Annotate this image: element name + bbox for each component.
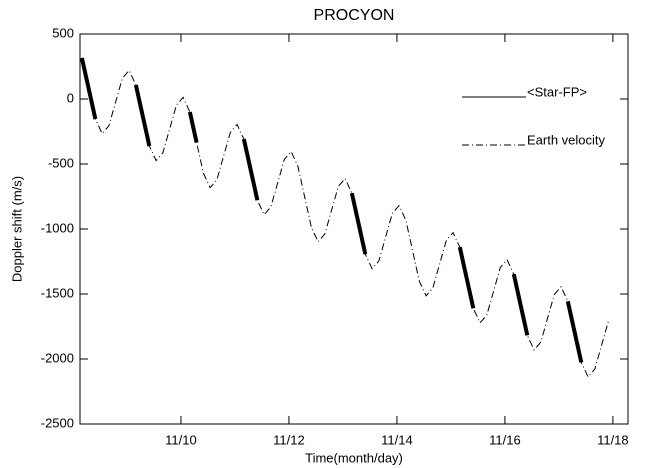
y-tick-label: 0 — [67, 90, 74, 105]
x-tick-label: 11/10 — [165, 432, 197, 447]
x-tick-label: 11/14 — [381, 432, 413, 447]
chart-title: PROCYON — [314, 7, 395, 24]
series-line — [81, 57, 609, 378]
y-tick-label: -1500 — [41, 285, 74, 300]
x-tick-label: 11/12 — [273, 432, 305, 447]
legend-label: Earth velocity — [527, 132, 606, 147]
y-tick-label: -2000 — [41, 350, 74, 365]
x-tick-label: 11/18 — [597, 432, 629, 447]
x-axis-label: Time(month/day) — [305, 450, 403, 465]
y-tick-label: 500 — [52, 25, 74, 40]
y-axis-label: Doppler shift (m/s) — [9, 176, 24, 282]
y-tick-label: -1000 — [41, 220, 74, 235]
y-tick-label: -2500 — [41, 415, 74, 430]
legend-label: <Star-FP> — [527, 84, 587, 99]
y-tick-label: -500 — [48, 155, 74, 170]
x-tick-label: 11/16 — [489, 432, 521, 447]
